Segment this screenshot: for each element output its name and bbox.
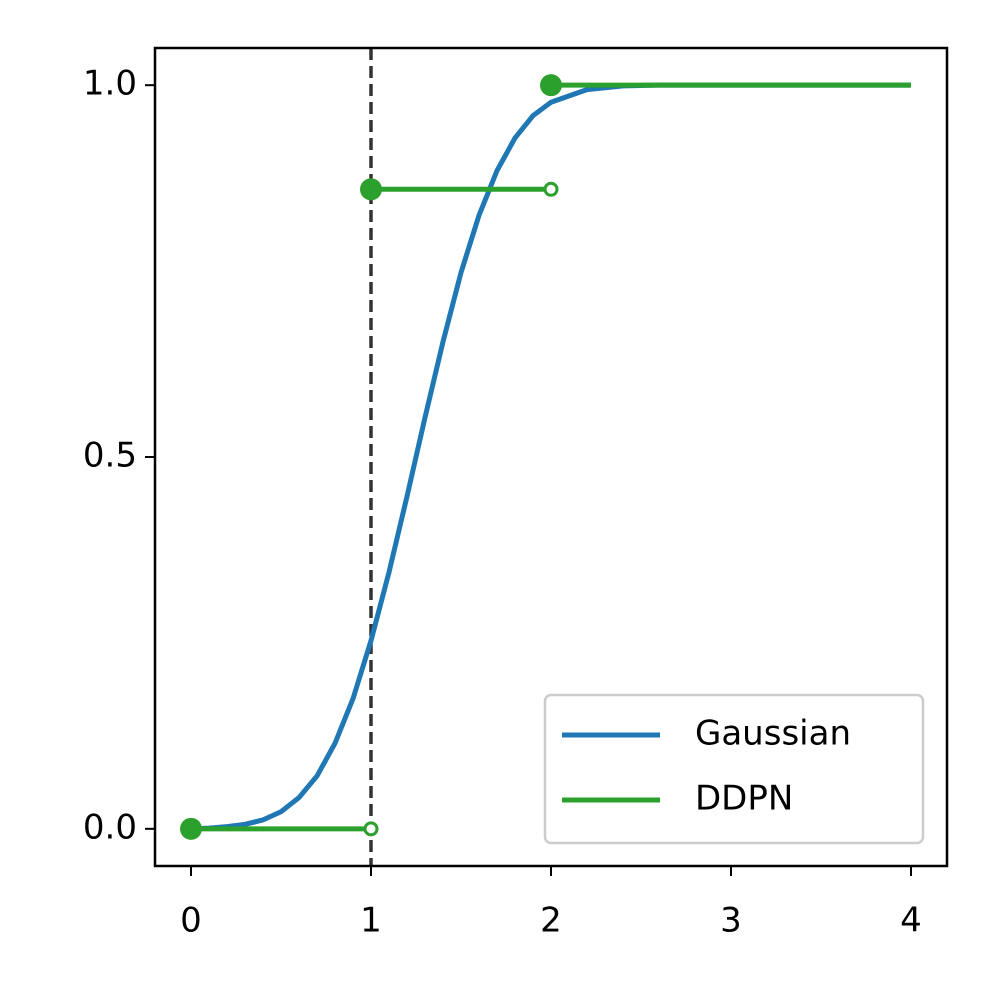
y-tick-label: 0.0 [83, 807, 137, 847]
x-tick-label: 1 [360, 901, 382, 941]
closed-marker [360, 178, 382, 201]
legend-label: DDPN [695, 779, 793, 819]
plot-frame [153, 46, 949, 868]
x-tick-label: 3 [720, 901, 742, 941]
x-tick-label: 0 [180, 901, 202, 941]
legend-label: Gaussian [695, 714, 851, 754]
x-tick-label: 2 [540, 901, 562, 941]
gaussian-curve [190, 82, 911, 832]
closed-marker [540, 74, 562, 97]
legend-box [543, 693, 925, 845]
open-marker [363, 821, 379, 837]
y-tick-label: 0.5 [83, 436, 137, 476]
closed-marker [180, 817, 202, 840]
y-tick-label: 1.0 [83, 64, 137, 104]
open-marker [543, 181, 559, 197]
x-tick-label: 4 [900, 901, 922, 941]
